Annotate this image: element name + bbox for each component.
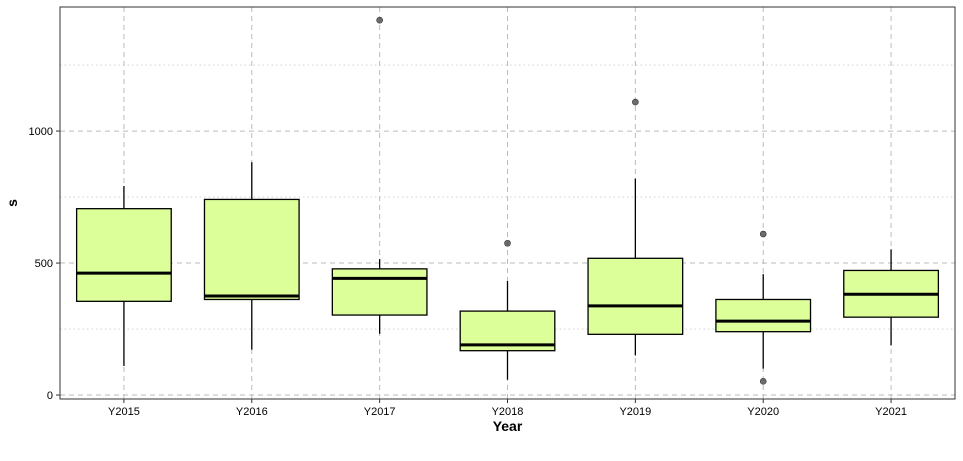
axes: 0 500 1000 Y2015 Y2016 Y2017 Y2018 Y2019 Y2020 Y2…: [29, 126, 907, 418]
box-Y2017: [331, 16, 428, 334]
iqr-box: [587, 257, 684, 335]
box-Y2021: [843, 249, 940, 346]
box-Y2020: [715, 230, 812, 385]
y-axis-title: s: [4, 199, 20, 207]
box-Y2015: [75, 185, 172, 367]
y-tick-label: 500: [35, 258, 53, 270]
outlier-point: [632, 98, 639, 106]
box-Y2019: [587, 98, 684, 356]
x-tick-label: Y2019: [619, 406, 651, 418]
iqr-box: [715, 298, 812, 333]
iqr-box: [75, 208, 172, 302]
x-axis-title: Year: [493, 418, 523, 434]
x-tick-label: Y2016: [236, 406, 268, 418]
y-tick-label: 0: [47, 390, 53, 402]
iqr-box: [331, 268, 428, 316]
x-tick-label: Y2015: [108, 406, 140, 418]
outlier-point: [759, 378, 767, 385]
x-tick-label: Y2018: [492, 406, 524, 418]
x-tick-label: Y2017: [364, 406, 396, 418]
x-tick-label: Y2021: [875, 406, 907, 418]
iqr-box: [203, 198, 300, 301]
outlier-point: [376, 16, 383, 24]
y-tick-label: 1000: [29, 126, 53, 138]
boxes: [75, 16, 940, 385]
outlier-point: [504, 239, 511, 247]
x-tick-label: Y2020: [747, 406, 779, 418]
box-Y2016: [203, 162, 300, 350]
box-Y2018: [459, 239, 556, 380]
outlier-point: [759, 230, 767, 238]
